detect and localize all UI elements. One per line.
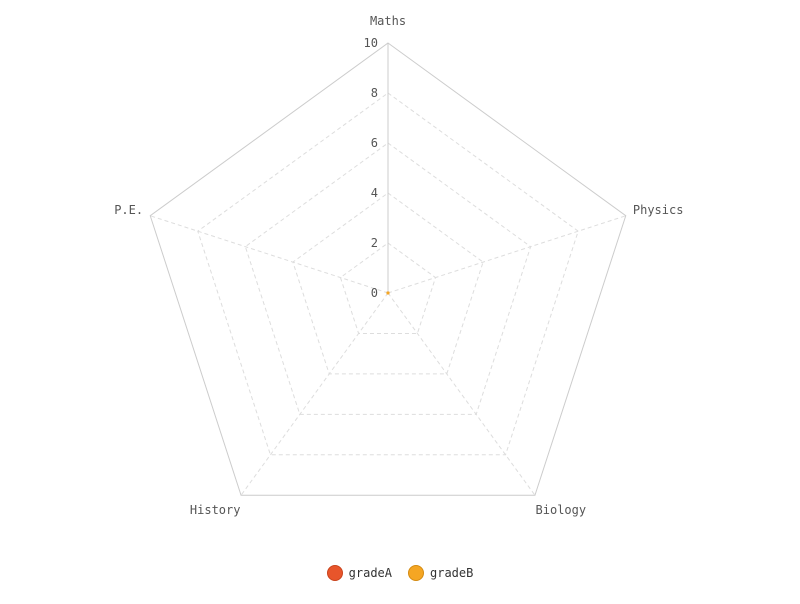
tick-label-2: 2 [371,236,378,250]
axis-spoke-physics [387,215,626,294]
legend-swatch-gradeA [326,565,343,581]
series-point-gradeB-p-e- [386,291,390,295]
grid-layer [149,42,627,496]
legend-item-gradeB[interactable]: gradeB [408,565,473,581]
axis-spoke-biology [387,292,536,496]
category-label-history: History [190,503,241,517]
axis-spoke-p-e- [150,215,389,294]
series-layer [386,291,390,295]
tick-label-10: 10 [364,36,378,50]
category-label-maths: Maths [370,14,406,28]
tick-label-6: 6 [371,136,378,150]
category-label-biology: Biology [536,503,587,517]
chart-legend: gradeA gradeB [0,562,800,584]
tick-label-8: 8 [371,86,378,100]
legend-label-gradeA: gradeA [348,566,392,580]
axis-layer [150,43,626,496]
category-label-p-e-: P.E. [114,203,143,217]
legend-item-gradeA[interactable]: gradeA [326,565,392,581]
legend-swatch-gradeB [408,565,424,581]
category-label-physics: Physics [633,203,684,217]
axis-spoke-history [240,292,389,496]
tick-label-4: 4 [371,186,378,200]
legend-label-gradeB: gradeB [430,566,474,580]
label-layer: 0 2 4 6 8 10 Maths Physics Biology History P.E. [114,14,683,517]
tick-label-0: 0 [371,286,378,300]
grid-ring-10 [149,42,627,496]
